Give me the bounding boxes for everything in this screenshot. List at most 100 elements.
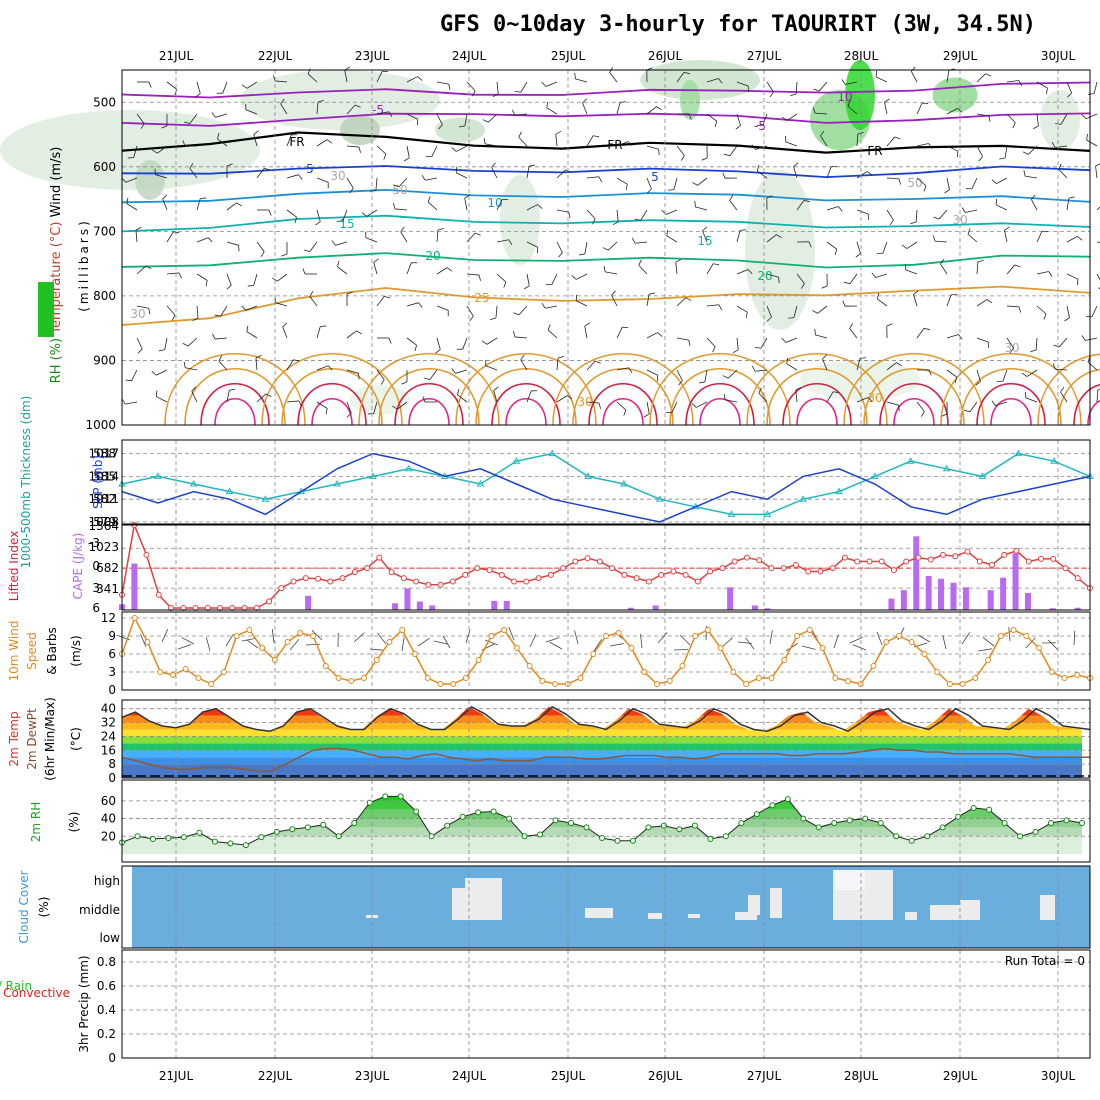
wind-speed-point [845, 678, 851, 684]
rh-point [366, 799, 373, 806]
lifted-index-point [731, 558, 738, 565]
wind-barb-feather [928, 369, 932, 376]
wind-barb [729, 145, 738, 156]
rh-point [134, 833, 141, 840]
wind-barb-feather [361, 212, 368, 217]
wind-barb-feather [1060, 386, 1065, 393]
date-label-top: 23JUL [355, 49, 390, 63]
wind-speed-point [590, 651, 597, 657]
panel-frame [121, 779, 1091, 863]
rh-shading [932, 77, 978, 113]
wind-barb-feather [634, 218, 641, 221]
thickness-point [906, 457, 915, 464]
wind-barb [635, 241, 648, 244]
wind-barb [282, 326, 288, 339]
wind-barb [786, 113, 798, 121]
thickness-point [1050, 457, 1059, 464]
wind-barb [1095, 166, 1098, 179]
wind-barb [376, 145, 387, 155]
wind-barb [886, 362, 897, 371]
wind-speed-point [539, 678, 546, 684]
rh-tick: 40 [101, 812, 116, 826]
wind-barb [856, 241, 861, 254]
rh-point [800, 815, 807, 822]
wind-barb [335, 241, 348, 246]
wind-barb-feather [991, 179, 997, 184]
rh-point [149, 835, 156, 842]
wind-barb [1004, 230, 1008, 243]
wind-barb-feather [148, 81, 152, 88]
wind-barb-feather [691, 403, 697, 408]
wind-speed-point [182, 666, 189, 672]
rh-point [1017, 833, 1024, 840]
wind-barb-feather [162, 194, 168, 200]
wind-barb-feather [448, 84, 451, 91]
rh-point [521, 833, 528, 840]
panel-frame [121, 439, 1091, 525]
wind-barb [464, 113, 468, 126]
wind-barb-feather [326, 139, 333, 144]
wind-barb-feather [303, 249, 310, 252]
wind-speed-point [653, 681, 660, 687]
wind-barb [847, 105, 858, 115]
panel-frame [121, 949, 1091, 1059]
lifted-index-point [841, 554, 848, 561]
rh-point [211, 838, 218, 845]
wind-barb [406, 113, 418, 120]
rh-shading [1040, 90, 1080, 150]
wind-barb [646, 401, 650, 414]
cloud-block [452, 905, 502, 917]
wind-barb-feather [171, 314, 176, 321]
date-label-top: 26JUL [648, 49, 683, 63]
lifted-index-point [486, 567, 493, 574]
wind-barb-feather [718, 304, 723, 311]
wind-barb-10m [574, 630, 579, 645]
wind-barb [485, 143, 498, 147]
wind-speed-point [679, 663, 686, 669]
cloud-block [648, 913, 662, 919]
wind-barb [316, 401, 328, 409]
rh-point [939, 824, 946, 831]
wind-barb [455, 369, 468, 374]
wind-barb-feather [593, 135, 600, 138]
wind-barb-feather [148, 308, 151, 315]
wind-barb [226, 241, 239, 246]
wind-barb-feather [876, 293, 880, 300]
wind-barb-feather [940, 258, 945, 265]
wind-barb-feather [492, 93, 499, 98]
wind-barb [766, 234, 777, 243]
wind-barb-feather [1051, 141, 1056, 148]
wind-barb-10m [942, 635, 947, 650]
lifted-index-point [400, 575, 407, 582]
surface-temp-contour [990, 398, 1032, 426]
lifted-index-point [927, 556, 934, 563]
wind-barb-feather [565, 169, 572, 173]
rh-point [599, 835, 605, 842]
wind-barb [736, 81, 749, 87]
wind-barb-feather [713, 263, 720, 266]
cloud-block-high [835, 870, 865, 890]
wind-barb [286, 174, 299, 179]
wind-barb [795, 81, 798, 94]
wind-speed-point [424, 675, 431, 681]
rh-point [676, 826, 683, 833]
wind-barb-feather [913, 290, 919, 295]
contour-label: 20 [757, 269, 772, 283]
wind-barb [666, 235, 678, 243]
wind-barb [882, 241, 888, 254]
temp-band [122, 743, 1082, 751]
cloud-block [905, 912, 917, 920]
wind-barb [196, 305, 199, 318]
wind-barb [316, 209, 321, 222]
wind-barb-feather [1081, 114, 1087, 119]
wind-barb [886, 177, 899, 180]
wind-barb-feather [751, 144, 756, 150]
lifted-index-point [621, 571, 628, 578]
wind-barb [915, 209, 918, 222]
wind-speed-point [131, 615, 138, 621]
rh-point [738, 820, 745, 826]
wind-barb [905, 269, 918, 275]
wind-barb [1087, 361, 1098, 371]
rh-tick: 20 [101, 829, 116, 843]
rh-point [1032, 828, 1039, 835]
